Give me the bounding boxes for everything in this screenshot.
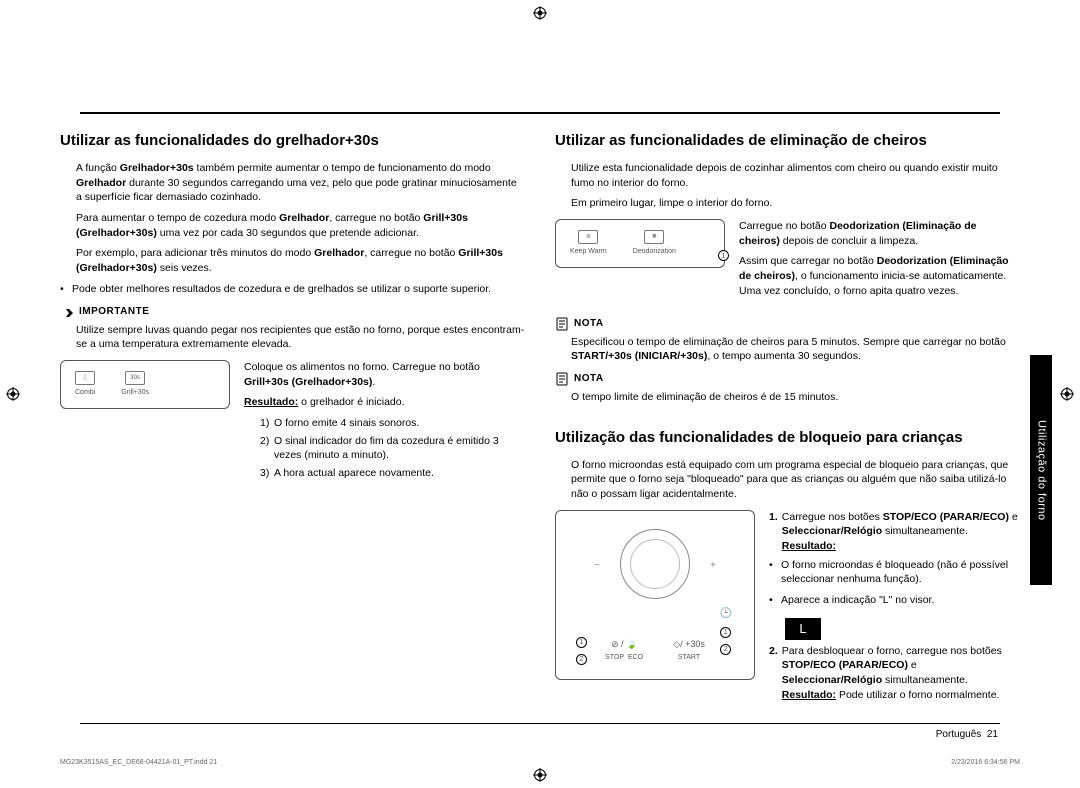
panel-deo-desc: Carregue no botão Deodorization (Elimina… xyxy=(739,219,1020,304)
deo-icon: ❋ xyxy=(644,230,664,244)
start-icon: ◇/ +30s xyxy=(673,638,705,651)
panel-btn-deo: ❋ Deodorization xyxy=(633,230,676,257)
importante-text: Utilize sempre luvas quando pegar nos re… xyxy=(60,323,525,352)
right-p2: Em primeiro lugar, limpe o interior do f… xyxy=(555,196,1020,211)
step-2: 2. Para desbloquear o forno, carregue no… xyxy=(769,644,1020,703)
res-bullet-2: Aparece a indicação "L" no visor. xyxy=(769,593,1020,608)
grill30s-icon: 30s xyxy=(125,371,145,385)
left-heading: Utilizar as funcionalidades do grelhador… xyxy=(60,130,525,151)
childlock-steps: 1. Carregue nos botões STOP/ECO (PARAR/E… xyxy=(769,510,1020,707)
left-p1: A função Grelhador+30s também permite au… xyxy=(60,161,525,205)
grill-steps: 1)O forno emite 4 sinais sonoros. 2)O si… xyxy=(244,416,525,481)
panel-deo: ≋ Keep Warm ❋ Deodorization 1 xyxy=(555,219,725,268)
nota-label-1: NOTA xyxy=(555,317,1020,331)
stop-callouts: 1 2 xyxy=(576,637,587,665)
step-1: 1. Carregue nos botões STOP/ECO (PARAR/E… xyxy=(769,510,1020,554)
hand-icon xyxy=(60,305,74,319)
minus-icon: − xyxy=(594,559,600,573)
note-icon xyxy=(555,372,569,386)
panel-grill: ░ Combi 30s Grill+30s xyxy=(60,360,230,409)
right-p3: O forno microondas está equipado com um … xyxy=(555,458,1020,502)
left-p3: Por exemplo, para adicionar três minutos… xyxy=(60,246,525,275)
keepwarm-icon: ≋ xyxy=(578,230,598,244)
combi-icon: ░ xyxy=(75,371,95,385)
footer-timestamp: 2/23/2016 6:34:56 PM xyxy=(951,758,1020,768)
bottom-rule xyxy=(80,723,1000,724)
crop-mark-left xyxy=(6,387,20,401)
callout-1: 1 xyxy=(576,637,587,648)
note-icon xyxy=(555,317,569,331)
res-bullet-1: O forno microondas é bloqueado (não é po… xyxy=(769,558,1020,587)
right-heading-1: Utilizar as funcionalidades de eliminaçã… xyxy=(555,130,1020,151)
side-tab: Utilização do forno xyxy=(1030,355,1052,585)
start-group: ◇/ +30s START xyxy=(673,638,705,662)
left-bullet: Pode obter melhores resultados de cozedu… xyxy=(60,282,525,297)
panel-btn-grill30s: 30s Grill+30s xyxy=(121,371,149,398)
crop-mark-bottom xyxy=(533,768,547,782)
panel-btn-keepwarm: ≋ Keep Warm xyxy=(570,230,607,257)
left-column: Utilizar as funcionalidades do grelhador… xyxy=(60,130,525,719)
right-p1: Utilize esta funcionalidade depois de co… xyxy=(555,161,1020,190)
callout-2: 2 xyxy=(576,654,587,665)
stop-eco-group: ⊘ / 🍃 STOP ECO xyxy=(605,638,643,662)
crop-mark-right xyxy=(1060,387,1074,401)
footer-page: Português 21 xyxy=(936,728,998,742)
clock-icon: 🕒 xyxy=(720,607,732,621)
panel-childlock: − + 🕒 1 2 ⊘ / 🍃 STOP ECO ◇/ +30s START xyxy=(555,510,755,680)
importante-label: IMPORTANTE xyxy=(60,305,525,319)
stop-eco-icon: ⊘ / 🍃 xyxy=(611,638,637,651)
nota-2: O tempo limite de eliminação de cheiros … xyxy=(555,390,1020,405)
nota-1: Especificou o tempo de eliminação de che… xyxy=(555,335,1020,364)
crop-mark-top xyxy=(533,6,547,20)
panel-grill-desc: Coloque os alimentos no forno. Carregue … xyxy=(244,360,525,484)
dial-icon xyxy=(620,529,690,599)
top-rule xyxy=(80,112,1000,114)
display-l-box: L xyxy=(785,618,821,640)
callout-1: 1 xyxy=(720,627,731,638)
plus-icon: + xyxy=(710,559,716,573)
callout-1: 1 xyxy=(718,250,729,261)
left-p2: Para aumentar o tempo de cozedura modo G… xyxy=(60,211,525,240)
footer-file: MG23K3515AS_EC_DE68-04421A-01_PT.indd 21 xyxy=(60,758,217,768)
right-heading-2: Utilização das funcionalidades de bloque… xyxy=(555,427,1020,448)
panel-btn-combi: ░ Combi xyxy=(75,371,95,398)
nota-label-2: NOTA xyxy=(555,372,1020,386)
right-column: Utilizar as funcionalidades de eliminaçã… xyxy=(555,130,1020,719)
